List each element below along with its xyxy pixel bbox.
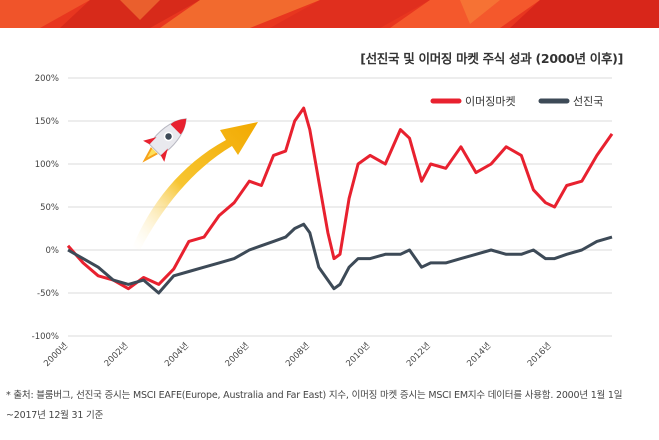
- x-tick-label: 2004년: [162, 340, 191, 369]
- growth-arrow-icon: [132, 122, 258, 250]
- rocket-icon: [142, 118, 187, 163]
- x-tick-label: 2016년: [525, 340, 554, 369]
- y-tick-label: -50%: [37, 289, 59, 299]
- footnote: * 출처: 블룸버그, 선진국 증시는 MSCI EAFE(Europe, Au…: [6, 390, 623, 421]
- chart-title: [선진국 및 이머징 마켓 주식 성과 (2000년 이후)]: [360, 51, 623, 66]
- series-lines: [66, 106, 614, 295]
- x-axis: 2000년 2002년 2004년 2006년 2008년 2010년 2012년 2014년…: [42, 340, 554, 369]
- x-tick-label: 2010년: [344, 340, 373, 369]
- y-tick-label: 0%: [46, 246, 60, 256]
- y-tick-label: -100%: [32, 332, 59, 342]
- x-tick-label: 2014년: [465, 340, 494, 369]
- header-banner: [0, 0, 659, 28]
- y-axis: 200% 150% 100% 50% 0% -50% -100%: [32, 74, 59, 342]
- y-tick-label: 100%: [35, 160, 59, 170]
- x-tick-label: 2000년: [42, 340, 71, 369]
- legend: 이머징마켓 선진국: [430, 95, 603, 108]
- x-tick-label: 2012년: [404, 340, 433, 369]
- y-tick-label: 50%: [40, 203, 59, 213]
- x-tick-label: 2006년: [223, 340, 252, 369]
- series-line-developed: [67, 222, 613, 295]
- y-tick-label: 150%: [35, 117, 59, 127]
- x-tick-label: 2002년: [102, 340, 131, 369]
- x-tick-label: 2008년: [283, 340, 312, 369]
- grid: [68, 77, 612, 337]
- y-tick-label: 200%: [35, 74, 59, 84]
- legend-label-developed: 선진국: [573, 95, 603, 108]
- legend-label-emerging: 이머징마켓: [465, 95, 516, 108]
- series-line-emerging: [66, 106, 614, 291]
